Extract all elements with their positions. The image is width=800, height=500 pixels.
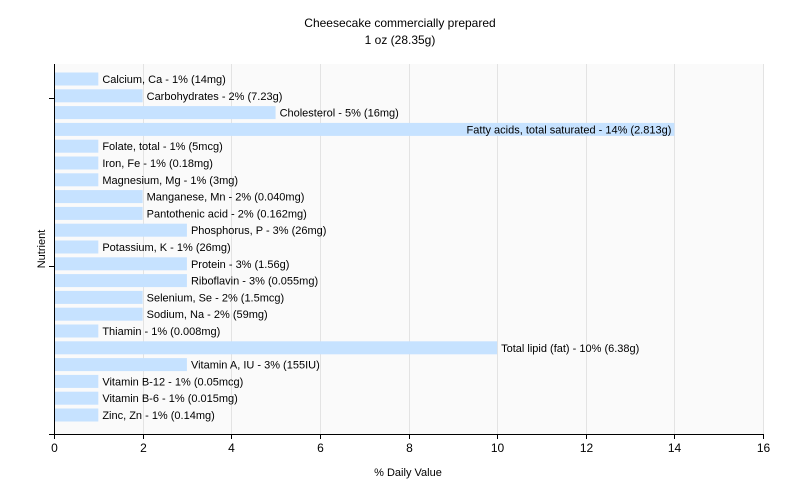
- bar: [54, 156, 99, 170]
- bar: [54, 274, 187, 288]
- bar: [54, 341, 498, 355]
- bar-label: Vitamin A, IU - 3% (155IU): [191, 360, 320, 372]
- bar-label: Vitamin B-12 - 1% (0.05mcg): [102, 376, 243, 388]
- axes: 0 2 4 6 8 10 12 14 16: [49, 64, 770, 455]
- bar: [54, 358, 187, 372]
- bar-label: Calcium, Ca - 1% (14mg): [102, 74, 225, 86]
- bar-label: Total lipid (fat) - 10% (6.38g): [501, 343, 639, 355]
- bar: [54, 106, 276, 120]
- bar: [54, 391, 99, 405]
- x-tick-label: 6: [317, 441, 324, 455]
- x-tick-label: 12: [580, 441, 594, 455]
- x-axis-title: % Daily Value: [374, 467, 442, 479]
- bar-label: Zinc, Zn - 1% (0.14mg): [102, 410, 214, 422]
- bar: [54, 206, 143, 220]
- bar: [54, 290, 143, 304]
- bar-label: Cholesterol - 5% (16mg): [280, 108, 399, 120]
- x-tick-label: 14: [668, 441, 682, 455]
- bar-label: Sodium, Na - 2% (59mg): [147, 309, 268, 321]
- bar: [54, 324, 99, 338]
- chart-subtitle: 1 oz (28.35g): [365, 33, 436, 47]
- x-tick-label: 10: [491, 441, 505, 455]
- bar-label: Magnesium, Mg - 1% (3mg): [102, 175, 238, 187]
- bar-label: Iron, Fe - 1% (0.18mg): [102, 158, 213, 170]
- bar-label: Carbohydrates - 2% (7.23g): [147, 91, 283, 103]
- bar: [54, 89, 143, 103]
- y-axis-title: Nutrient: [36, 230, 48, 269]
- bar: [54, 257, 187, 271]
- bar: [54, 307, 143, 321]
- bar: [54, 374, 99, 388]
- bar: [54, 190, 143, 204]
- bar-label: Phosphorus, P - 3% (26mg): [191, 225, 327, 237]
- bar: [54, 122, 675, 136]
- bars: [54, 72, 675, 422]
- bar-label: Manganese, Mn - 2% (0.040mg): [147, 192, 305, 204]
- bar: [54, 173, 99, 187]
- bar-label: Riboflavin - 3% (0.055mg): [191, 276, 318, 288]
- x-tick-label: 16: [757, 441, 771, 455]
- bar: [54, 408, 99, 422]
- x-tick-label: 2: [140, 441, 147, 455]
- bar-label: Pantothenic acid - 2% (0.162mg): [147, 208, 307, 220]
- bar-labels: Calcium, Ca - 1% (14mg) Carbohydrates - 2…: [102, 74, 671, 422]
- x-tick-label: 8: [406, 441, 413, 455]
- bar-label: Protein - 3% (1.56g): [191, 259, 289, 271]
- chart-title: Cheesecake commercially prepared: [304, 16, 495, 30]
- bar-label: Fatty acids, total saturated - 14% (2.81…: [467, 124, 672, 136]
- bar-label: Thiamin - 1% (0.008mg): [102, 326, 220, 338]
- bar: [54, 223, 187, 237]
- bar: [54, 139, 99, 153]
- bar-label: Folate, total - 1% (5mcg): [102, 141, 222, 153]
- bar-label: Potassium, K - 1% (26mg): [102, 242, 230, 254]
- x-tick-label: 0: [51, 441, 58, 455]
- bar-label: Selenium, Se - 2% (1.5mcg): [147, 292, 285, 304]
- x-tick-label: 4: [228, 441, 235, 455]
- bar-label: Vitamin B-6 - 1% (0.015mg): [102, 393, 238, 405]
- bar: [54, 240, 99, 254]
- bar: [54, 72, 99, 86]
